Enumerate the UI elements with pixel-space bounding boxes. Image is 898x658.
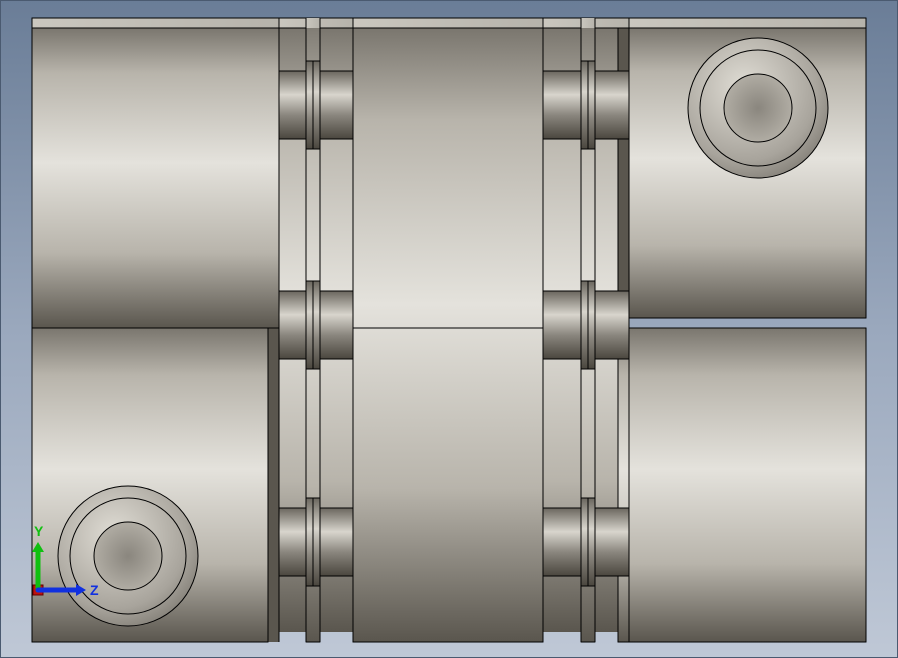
hinge-col-2-pin-1-left[interactable]	[543, 291, 581, 359]
hinge-col-1-pin-2-right[interactable]	[320, 508, 353, 576]
left-bottom-leaf-slot	[268, 328, 279, 642]
hinge-col-1-pin-0-right[interactable]	[320, 71, 353, 139]
boss-bottom-left-hole[interactable]	[94, 522, 162, 590]
hinge-col-2-pin-1-right[interactable]	[595, 291, 629, 359]
hinge-col-2-pin-0-right[interactable]	[595, 71, 629, 139]
mid-leaf[interactable]	[353, 18, 543, 642]
right-top-leaf-slot	[618, 18, 629, 318]
hinge-col-2[interactable]	[543, 18, 629, 642]
boss-top-right[interactable]	[688, 38, 828, 178]
left-top-leaf[interactable]	[32, 18, 279, 328]
boss-bottom-left[interactable]	[58, 486, 198, 626]
cad-model[interactable]	[0, 0, 898, 658]
model-root[interactable]	[32, 18, 866, 642]
hinge-col-1-pin-2-left[interactable]	[279, 508, 306, 576]
hinge-col-2-pin-2-right[interactable]	[595, 508, 629, 576]
hinge-col-2-pin-2-left[interactable]	[543, 508, 581, 576]
hinge-col-1-pin-1-left[interactable]	[279, 291, 306, 359]
hinge-col-1[interactable]	[279, 18, 353, 642]
cad-viewport[interactable]: YZ	[0, 0, 898, 658]
hinge-col-1-pin-1-right[interactable]	[320, 291, 353, 359]
hinge-col-2-pin-0-left[interactable]	[543, 71, 581, 139]
hinge-col-1-pin-0-left[interactable]	[279, 71, 306, 139]
right-bottom-leaf[interactable]	[618, 328, 866, 642]
boss-top-right-hole[interactable]	[724, 74, 792, 142]
